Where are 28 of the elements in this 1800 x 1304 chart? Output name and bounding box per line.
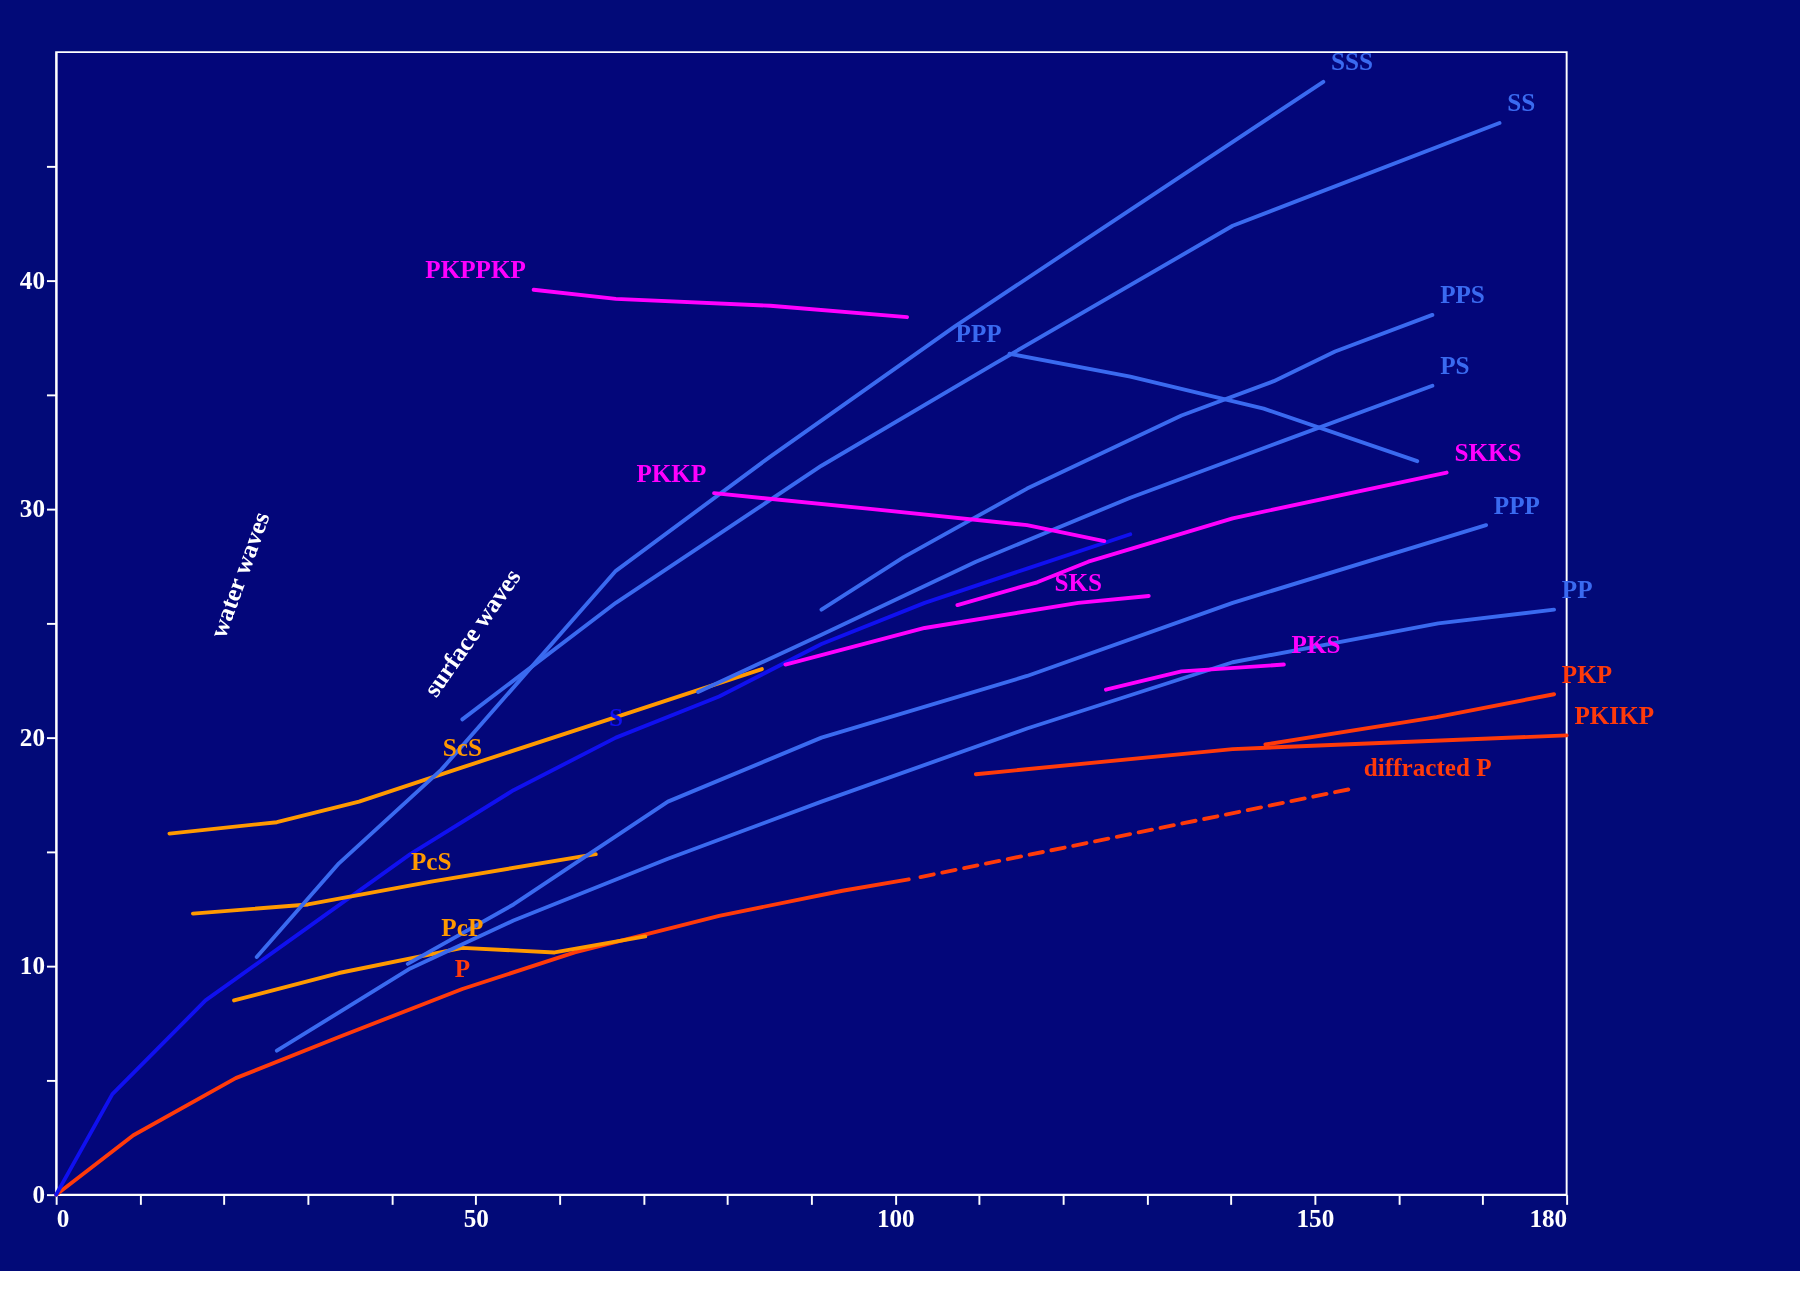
y-tick-label: 0 xyxy=(32,1180,46,1208)
series-label: PKIKP xyxy=(1574,701,1655,729)
series-label: SSS xyxy=(1331,48,1374,76)
series-label: ScS xyxy=(442,733,482,761)
series-label: SKKS xyxy=(1454,438,1522,466)
series-label: SKS xyxy=(1054,569,1103,597)
series-label: PPS xyxy=(1440,281,1485,309)
x-tick-label: 0 xyxy=(56,1205,70,1233)
annotation: water waves xyxy=(204,508,275,642)
x-tick-label: 180 xyxy=(1529,1205,1568,1233)
series-label: PKPPKP xyxy=(425,256,526,284)
series-label: diffracted P xyxy=(1363,754,1492,782)
series-label: SS xyxy=(1507,89,1536,117)
series-label: PPP xyxy=(1493,491,1540,519)
series-label: PcP xyxy=(441,914,484,942)
y-tick-label: 30 xyxy=(19,495,46,523)
y-tick-label: 20 xyxy=(19,723,46,751)
series-label: PPP xyxy=(955,320,1002,348)
series-label: PKKP xyxy=(636,459,707,487)
series-label: PS xyxy=(1440,352,1470,380)
y-tick-label: 10 xyxy=(19,952,46,980)
series-label: P xyxy=(454,955,470,983)
series-label: PKS xyxy=(1291,630,1341,658)
series-label: PcS xyxy=(411,847,452,875)
x-tick-label: 50 xyxy=(463,1205,489,1233)
x-tick-label: 100 xyxy=(876,1205,915,1233)
x-tick-label: 150 xyxy=(1296,1205,1335,1233)
y-tick-label: 40 xyxy=(19,266,46,294)
